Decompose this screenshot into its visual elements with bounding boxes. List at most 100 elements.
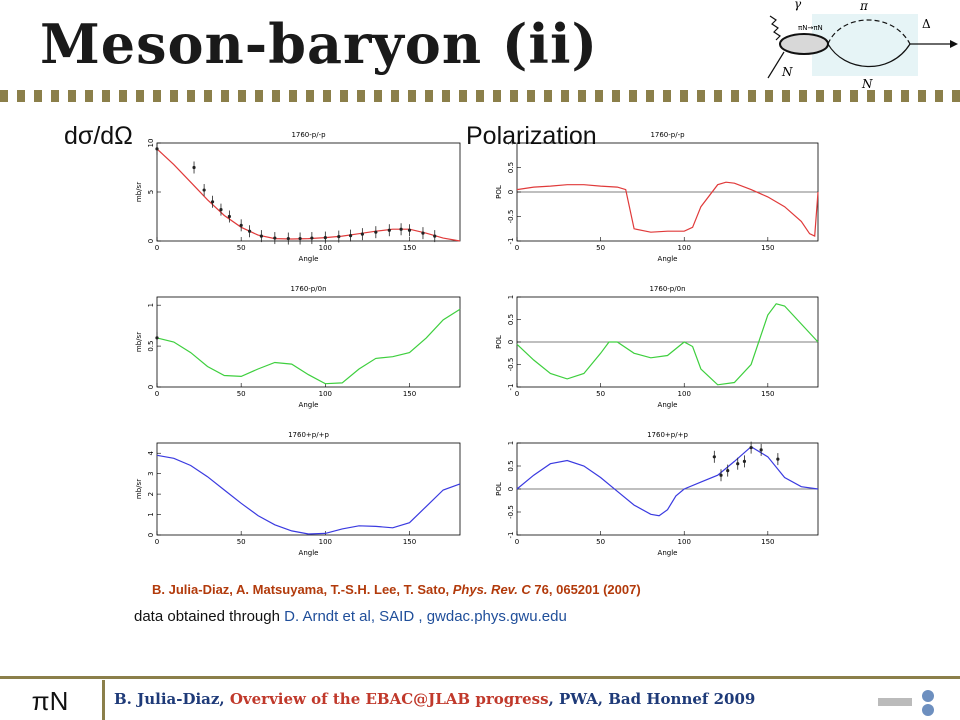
chart-6-data-point — [776, 457, 780, 461]
citation: B. Julia-Diaz, A. Matsuyama, T.-S.H. Lee… — [152, 582, 641, 597]
citation-authors: B. Julia-Diaz, A. Matsuyama, T.-S.H. Lee… — [152, 582, 453, 597]
chart-2-xtick-label: 0 — [515, 244, 519, 252]
chart-1-data-point — [286, 236, 290, 241]
chart-1-data-point — [192, 165, 196, 170]
chart-2-ylabel: POL — [495, 185, 503, 199]
chart-3-ytick-label: 0 — [147, 385, 155, 389]
slide-title: Meson-baryon (ii) — [40, 12, 599, 76]
chart-1-data-point — [202, 188, 206, 192]
chart-4-ytick-label: 0.5 — [507, 314, 515, 325]
chart-1-ytick-label: 0 — [147, 239, 155, 243]
chart-6-data-point — [759, 448, 763, 452]
chart-1-data-point — [298, 236, 302, 241]
chart-2-xtick-label: 50 — [596, 244, 605, 252]
chart-1-ylabel: mb/sr — [135, 182, 143, 202]
chart-5-xtick-label: 50 — [237, 538, 246, 546]
chart-2-ytick-label: 0.5 — [507, 162, 515, 173]
chart-4-xlabel: Angle — [658, 401, 678, 409]
citation-rest: 76, 065201 (2007) — [530, 582, 641, 597]
chart-3-data-point — [155, 336, 159, 340]
chart-3-xlabel: Angle — [299, 401, 319, 409]
chart-1-data-point — [399, 227, 403, 231]
diagram-gamma: γ — [794, 0, 802, 11]
chart-6-ytick-label: -0.5 — [507, 505, 515, 519]
chart-5-ytick-label: 0 — [147, 533, 155, 537]
chart-6-ytick-label: 0.5 — [507, 460, 515, 471]
chart-2-xlabel: Angle — [658, 255, 678, 263]
chart-3-series-line — [156, 308, 461, 385]
chart-5-series-line — [156, 454, 461, 535]
credit-post: , gwdac.phys.gwu.edu — [414, 608, 567, 625]
chart-1-data-point — [407, 228, 412, 232]
chart-1-data-point — [323, 235, 327, 240]
chart-1-data-point — [247, 229, 252, 233]
chart-3-xtick-label: 100 — [319, 390, 332, 398]
chart-3-frame — [156, 296, 461, 388]
chart-5-xtick-label: 150 — [403, 538, 416, 546]
chart-6-title: 1760+p/+p — [647, 431, 688, 439]
footer-separator — [102, 680, 105, 720]
chart-1-data-point — [374, 230, 378, 234]
chart-1-data-point — [348, 234, 353, 238]
chart-1-frame — [156, 142, 461, 242]
chart-6-ytick-label: -1 — [507, 532, 515, 539]
chart-2-ytick-label: -0.5 — [507, 210, 515, 224]
chart-3-ylabel: mb/sr — [135, 332, 143, 352]
chart-6-xlabel: Angle — [658, 549, 678, 557]
footer-talk: Overview of the EBAC@JLAB progress — [229, 690, 549, 708]
chart-2-xtick-label: 100 — [678, 244, 691, 252]
chart-6-ylabel: POL — [495, 482, 503, 496]
chart-6-series-line — [516, 445, 819, 517]
diagram-mid: πN→πN — [798, 24, 823, 32]
chart-1-data-point — [259, 234, 263, 238]
chart-1-data-point — [360, 232, 364, 236]
chart-5-ylabel: mb/sr — [135, 479, 143, 499]
chart-1-data-point — [433, 234, 437, 238]
chart-6-xtick-label: 150 — [761, 538, 774, 546]
footer-section-label: πN — [31, 686, 69, 716]
chart-2-xtick-label: 150 — [761, 244, 774, 252]
chart-6-ytick-label: 1 — [507, 441, 515, 445]
chart-1-title: 1760-p/-p — [291, 131, 326, 139]
chart-1-ytick-label: 10 — [147, 139, 155, 148]
chart-4-series-line — [516, 303, 819, 386]
chart-6-data-point — [749, 446, 753, 450]
footer-venue: , PWA, Bad Honnef 2009 — [548, 690, 756, 708]
diagram-pi: π — [859, 0, 869, 13]
chart-6-data-point — [719, 473, 723, 477]
chart-4-ytick-label: -0.5 — [507, 358, 515, 372]
chart-1-data-point — [337, 234, 341, 239]
chart-6-xtick-label: 50 — [596, 538, 605, 546]
feynman-diagram: γ N π N Δ πN→πN — [767, 0, 958, 91]
chart-1-xtick-label: 150 — [403, 244, 416, 252]
chart-3-ytick-label: 1 — [147, 303, 155, 307]
chart-6-ytick-label: 0 — [507, 487, 515, 491]
chart-6-data-point — [736, 462, 740, 466]
chart-1-xtick-label: 0 — [155, 244, 159, 252]
chart-1-xlabel: Angle — [299, 255, 319, 263]
chart-4-ylabel: POL — [495, 335, 503, 349]
footer-text: B. Julia-Diaz, Overview of the EBAC@JLAB… — [114, 690, 755, 708]
chart-1-data-point — [219, 208, 223, 212]
chart-1-data-point — [387, 228, 391, 232]
chart-5-ytick-label: 4 — [147, 450, 155, 455]
chart-6-data-point — [712, 455, 716, 459]
chart-1-data-point — [155, 147, 159, 151]
footer-author: B. Julia-Diaz, — [114, 690, 230, 708]
diagram-n-out: N — [861, 77, 873, 91]
right-column-heading: Polarization — [466, 122, 597, 150]
chart-4-xtick-label: 50 — [596, 390, 605, 398]
university-logo — [878, 690, 934, 716]
diagram-delta: Δ — [922, 17, 931, 31]
chart-3-title: 1760-p/0n — [290, 285, 326, 293]
chart-5-xtick-label: 0 — [155, 538, 159, 546]
chart-2-ytick-label: -1 — [507, 238, 515, 245]
chart-1-ytick-label: 5 — [147, 190, 155, 194]
chart-6-xtick-label: 0 — [515, 538, 519, 546]
chart-5-xlabel: Angle — [299, 549, 319, 557]
chart-6-data-point — [742, 459, 747, 463]
credit-ref: D. Arndt et al, SAID — [284, 608, 415, 625]
chart-3-xtick-label: 0 — [155, 390, 159, 398]
chart-3-ytick-label: 0.5 — [147, 341, 155, 352]
